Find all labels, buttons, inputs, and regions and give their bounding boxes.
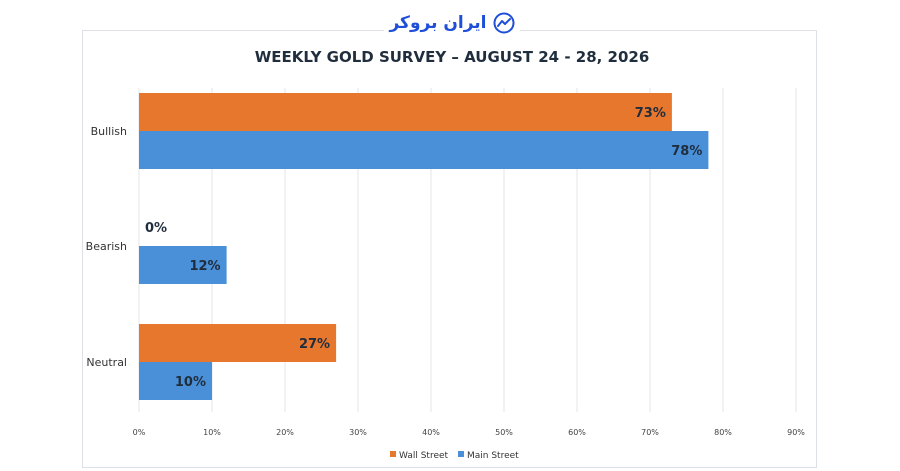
brand-logo: ایران بروکر: [384, 8, 520, 38]
x-tick-labels: 0% 10% 20% 30% 40% 50% 60% 70% 80% 90%: [133, 428, 806, 437]
x-tick-label: 30%: [349, 428, 367, 437]
data-label: 73%: [635, 106, 666, 121]
bar-wall-street: [139, 93, 672, 131]
x-tick-label: 50%: [495, 428, 513, 437]
legend-label: Wall Street: [399, 451, 449, 461]
category-label: Neutral: [86, 356, 127, 369]
bar-main-street: [139, 131, 709, 169]
x-tick-label: 90%: [787, 428, 805, 437]
x-tick-label: 0%: [133, 428, 146, 437]
chart-title: WEEKLY GOLD SURVEY – AUGUST 24 - 28, 202…: [255, 48, 650, 66]
x-tick-label: 60%: [568, 428, 586, 437]
legend-label: Main Street: [467, 451, 519, 461]
category-labels: Bullish Bearish Neutral: [86, 125, 127, 369]
bar-main-street: [139, 362, 212, 400]
bar-wall-street: [139, 324, 337, 362]
legend: Wall Street Main Street: [390, 451, 519, 461]
data-label: 0%: [145, 221, 167, 236]
chart-trend-icon: [493, 12, 515, 34]
data-label: 78%: [671, 144, 702, 159]
brand-name: ایران بروکر: [389, 13, 487, 33]
x-tick-label: 70%: [641, 428, 659, 437]
data-label: 27%: [299, 337, 330, 352]
category-label: Bullish: [91, 125, 127, 138]
data-label: 12%: [189, 259, 220, 274]
x-tick-label: 20%: [276, 428, 294, 437]
x-tick-label: 10%: [203, 428, 221, 437]
bar-main-street: [139, 246, 227, 284]
x-tick-label: 40%: [422, 428, 440, 437]
x-tick-label: 80%: [714, 428, 732, 437]
data-label: 10%: [175, 375, 206, 390]
data-labels: 73% 78% 0% 12% 27% 10%: [145, 106, 702, 390]
category-label: Bearish: [86, 240, 127, 253]
legend-swatch: [390, 451, 396, 457]
legend-swatch: [458, 451, 464, 457]
bars: [139, 93, 709, 400]
